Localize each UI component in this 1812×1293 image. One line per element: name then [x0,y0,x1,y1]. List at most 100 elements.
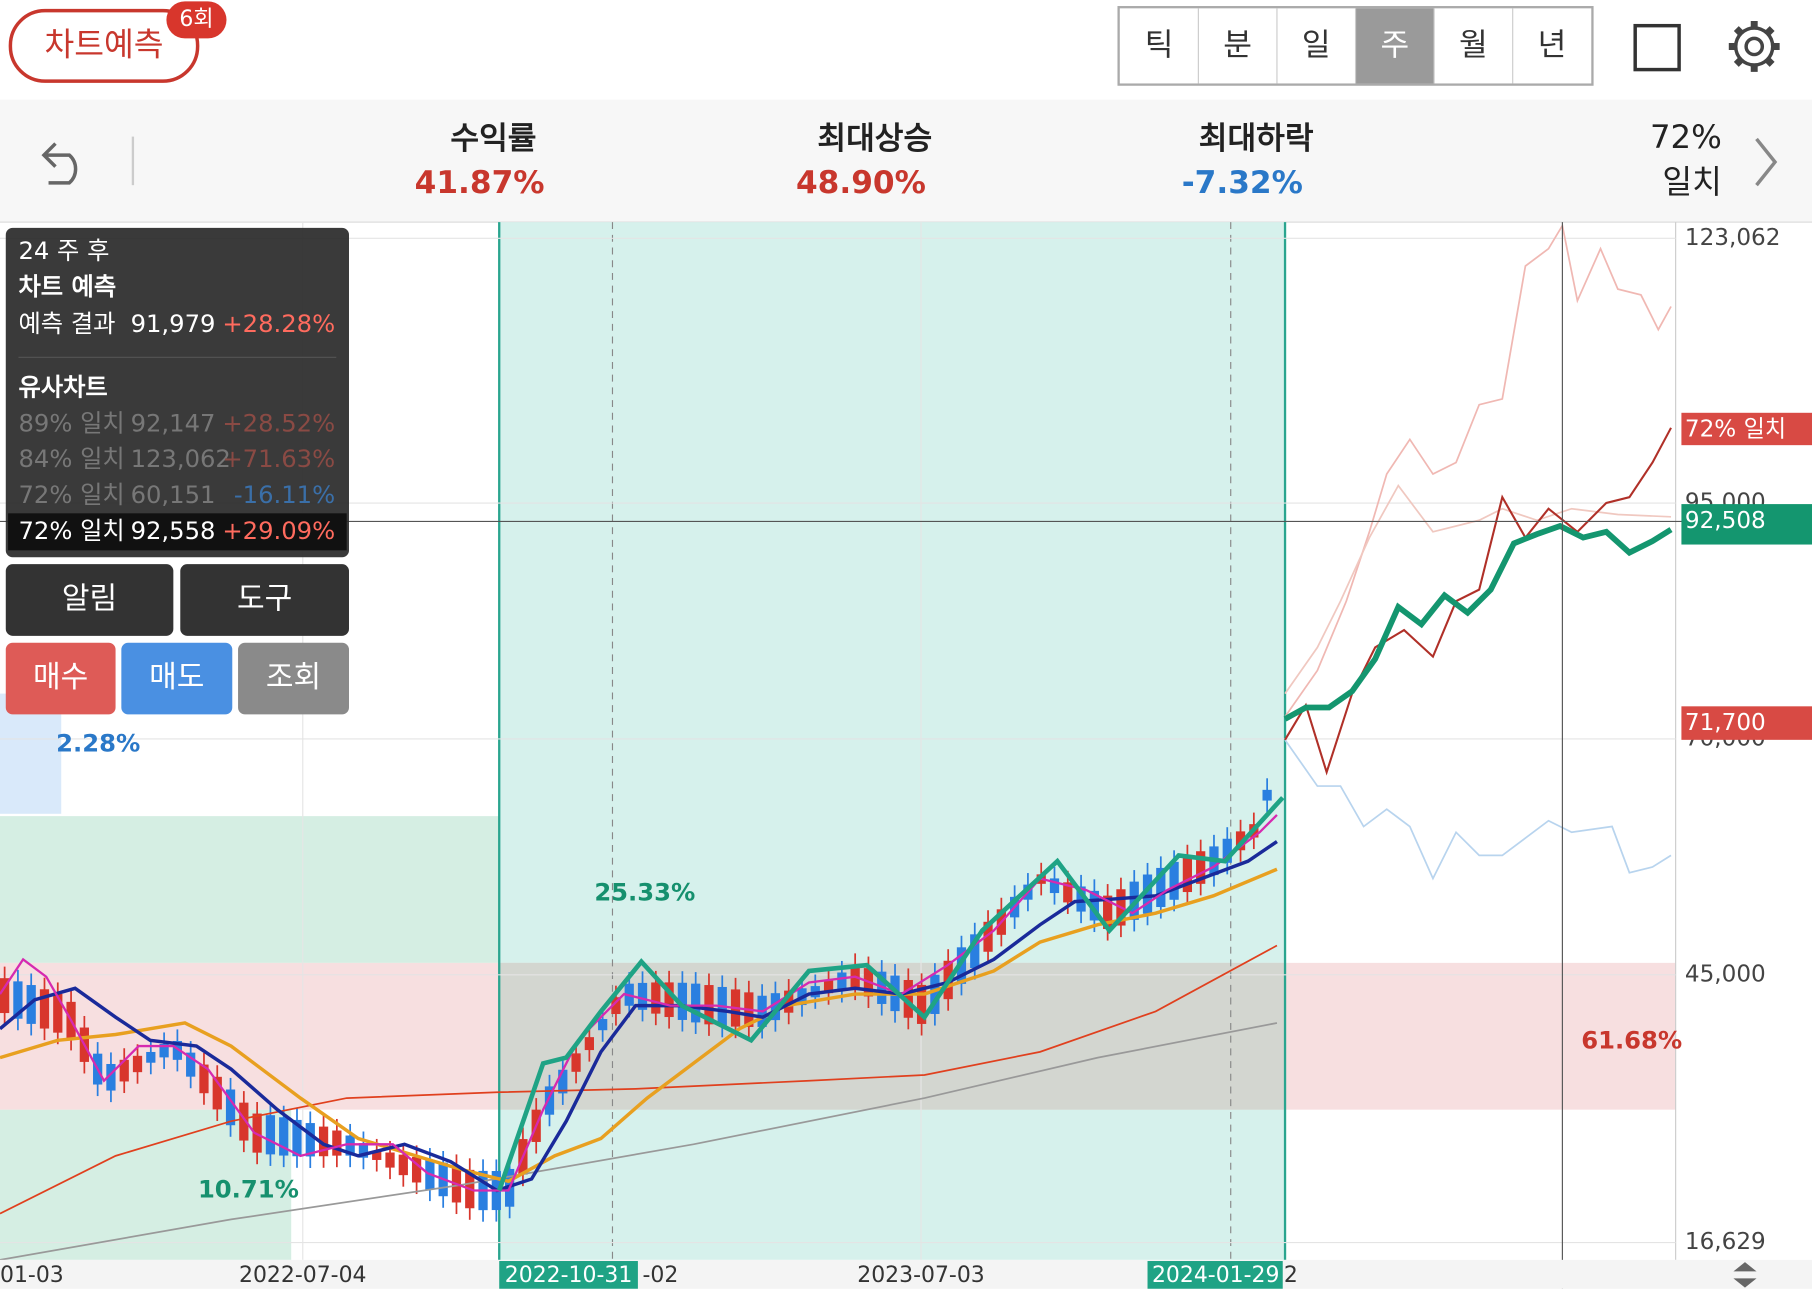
action-label: 매도 [149,660,204,695]
candle-body [212,1076,222,1110]
candle-body [225,1089,236,1126]
stat-label: 수익률 [450,121,536,157]
candle-body [411,1156,422,1183]
similar-72 [1284,427,1672,776]
x-highlight [499,1261,638,1289]
candle-body [611,997,621,1015]
settings-icon[interactable] [1728,21,1780,72]
candle-body [691,983,701,1023]
action-button[interactable] [180,564,349,636]
period-button[interactable]: 주 [1380,27,1409,63]
panel-cell: -16.11% [234,480,335,509]
candle-body [1182,856,1193,893]
x-tick-label: 2022-07-04 [239,1263,367,1288]
panel-rows: 89% 일치 92,147 +28.52% 84% 일치 123,062+71.63% 7… [8,408,347,551]
action-label: 도구 [237,582,292,617]
candle-body [1089,890,1099,921]
ma-10 [0,840,1278,1193]
period-button[interactable]: 년 [1538,27,1567,63]
tag-text: 71,700 [1685,710,1766,736]
predict-label: 차트예측 [44,25,163,63]
stat-value: 48.90% [796,165,926,201]
similar-72-low [1284,739,1672,881]
candle-body [146,1051,156,1063]
panel-row-highlight [8,513,347,551]
y-tick-label: 123,062 [1685,225,1781,251]
stat-value: 41.87% [415,165,545,201]
tag-text: 92,508 [1685,508,1766,534]
candle-body [372,1150,382,1160]
tag-text: 72% 일치 [1685,417,1786,443]
stats-band [0,99,1812,223]
panel-title: 차트 예측 [18,272,116,301]
y-tick-label: 45,000 [1685,961,1766,987]
candle-body [318,1126,329,1157]
panel-cell: 123,062 [131,444,231,473]
action-button[interactable] [121,642,233,715]
ma-20 [0,867,1278,1184]
candle-body [1196,851,1206,884]
x-tick-label: 2 [1284,1263,1298,1288]
candle-body [903,980,913,1018]
x-axis-band [0,1259,1812,1289]
candle-body [119,1059,129,1082]
panel-cell: 예측 결과 [18,309,115,338]
predict-button[interactable] [8,8,200,83]
candle-body [0,978,10,1014]
match-zigzag [497,796,1285,1192]
candle-body [1169,861,1179,900]
period-selected [1355,8,1435,84]
candle-body [106,1063,116,1091]
panel-cell: 92,147 [131,408,216,437]
panel-cell: +29.09% [222,516,335,545]
stat-label: 최대상승 [817,121,932,157]
candle-body [544,1086,555,1115]
candle-body [770,993,781,1021]
x-highlight [1147,1261,1283,1289]
zone-label: 25.33% [594,878,695,907]
badge-text: 6회 [179,7,213,32]
action-button[interactable] [5,564,174,636]
x-tick-label: 2024-01-29 [1152,1263,1280,1288]
zone-label: 61.68% [1581,1025,1682,1054]
candle-body [39,989,50,1029]
candle-body [265,1115,276,1155]
fullscreen-icon[interactable] [1633,23,1681,72]
candle-body [1262,789,1272,801]
candle-body [1103,895,1113,930]
period-button[interactable]: 분 [1223,27,1252,63]
panel-cell: 89% 일치 [18,408,124,437]
candle-body [1142,874,1153,914]
panel-cell: +71.63% [222,444,335,473]
match-label: 일치 [1662,163,1722,201]
action-label: 매수 [33,660,88,695]
panel-cell: +28.52% [222,408,335,437]
prediction-line [1283,522,1673,722]
period-button[interactable]: 월 [1459,27,1488,63]
candle-body [345,1135,355,1156]
next-icon[interactable] [1755,137,1778,187]
candle-body [823,980,834,994]
candle-body [784,990,794,1013]
period-button[interactable]: 틱 [1145,27,1174,63]
similar-84 [1284,223,1672,718]
action-button[interactable] [5,642,116,715]
candle-body [637,982,648,1010]
action-button[interactable] [238,642,349,715]
info-panel [5,227,349,558]
stats: 수익률 41.87% 최대상승 48.90% 최대하락 -7.32% [415,121,1314,201]
period-button[interactable]: 일 [1302,27,1331,63]
panel-period: 24 주 후 [18,236,109,265]
zone-label: 10.71% [198,1175,299,1204]
candle-body [385,1152,395,1168]
back-icon[interactable] [41,142,78,185]
ma-60 [0,944,1278,1215]
x-tick-label: 01-03 [0,1263,64,1288]
similar-89 [1284,484,1672,695]
candle-body [571,1053,581,1072]
scroll-icon[interactable] [1733,1262,1757,1288]
